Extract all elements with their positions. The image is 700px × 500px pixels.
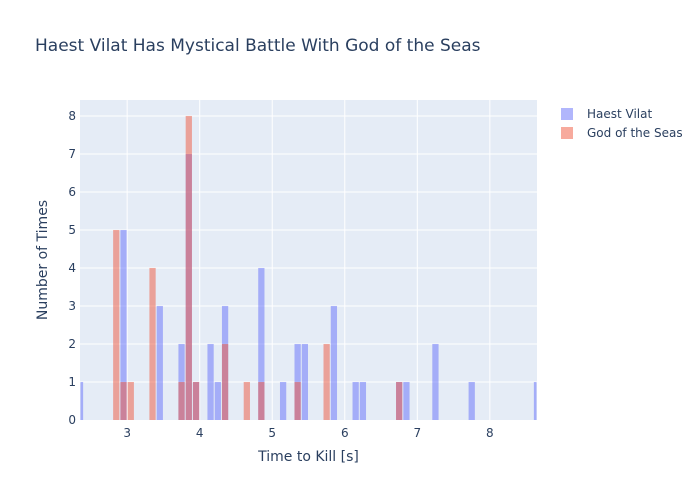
bar[interactable] bbox=[113, 229, 120, 420]
bar[interactable] bbox=[301, 343, 308, 420]
chart-title: Haest Vilat Has Mystical Battle With God… bbox=[35, 36, 481, 56]
bar[interactable] bbox=[330, 305, 338, 420]
y-tick-label: 2 bbox=[68, 337, 76, 351]
bar[interactable] bbox=[396, 381, 403, 420]
bar[interactable] bbox=[185, 115, 192, 420]
bar[interactable] bbox=[243, 381, 250, 420]
y-tick-label: 0 bbox=[68, 413, 76, 427]
bar[interactable] bbox=[258, 381, 265, 420]
bar[interactable] bbox=[207, 343, 214, 420]
legend-swatch[interactable] bbox=[561, 127, 573, 139]
bar[interactable] bbox=[533, 381, 537, 420]
axis-ticks: 0 1 2 3 4 5 6 7 8 3 4 5 6 7 8 bbox=[68, 109, 493, 440]
bar[interactable] bbox=[214, 381, 221, 420]
bar[interactable] bbox=[432, 343, 439, 420]
y-tick-label: 7 bbox=[68, 147, 76, 161]
bar[interactable] bbox=[323, 343, 330, 420]
y-tick-label: 4 bbox=[68, 261, 76, 275]
gridlines bbox=[80, 100, 537, 420]
bar[interactable] bbox=[403, 381, 410, 420]
y-axis-title: Number of Times bbox=[35, 200, 51, 320]
bar[interactable] bbox=[178, 381, 185, 420]
bar[interactable] bbox=[468, 381, 475, 420]
y-tick-label: 6 bbox=[68, 185, 76, 199]
bar[interactable] bbox=[120, 381, 127, 420]
x-tick-label: 8 bbox=[486, 426, 494, 440]
x-tick-label: 6 bbox=[341, 426, 349, 440]
legend-label[interactable]: God of the Seas bbox=[587, 126, 683, 140]
x-axis-title: Time to Kill [s] bbox=[257, 449, 359, 465]
series-bars bbox=[113, 115, 403, 420]
bar[interactable] bbox=[80, 381, 84, 420]
bar[interactable] bbox=[279, 381, 287, 420]
y-tick-label: 1 bbox=[68, 375, 76, 389]
histogram-bars bbox=[80, 115, 537, 421]
bar[interactable] bbox=[192, 381, 200, 420]
x-tick-label: 5 bbox=[268, 426, 276, 440]
bar[interactable] bbox=[156, 305, 163, 420]
y-tick-label: 8 bbox=[68, 109, 76, 123]
legend: Haest Vilat God of the Seas bbox=[561, 107, 683, 140]
legend-swatch[interactable] bbox=[561, 108, 573, 120]
x-tick-label: 7 bbox=[413, 426, 421, 440]
x-tick-label: 3 bbox=[123, 426, 131, 440]
y-tick-label: 5 bbox=[68, 223, 76, 237]
legend-label[interactable]: Haest Vilat bbox=[587, 107, 652, 121]
y-tick-label: 3 bbox=[68, 299, 76, 313]
bar[interactable] bbox=[258, 267, 265, 420]
bar[interactable] bbox=[120, 229, 127, 420]
bar[interactable] bbox=[149, 267, 156, 420]
bar[interactable] bbox=[359, 381, 367, 420]
bar[interactable] bbox=[352, 381, 359, 420]
bar[interactable] bbox=[294, 381, 301, 420]
x-tick-label: 4 bbox=[196, 426, 204, 440]
plot-background bbox=[80, 100, 537, 420]
bar[interactable] bbox=[127, 381, 134, 420]
bar[interactable] bbox=[221, 343, 229, 420]
